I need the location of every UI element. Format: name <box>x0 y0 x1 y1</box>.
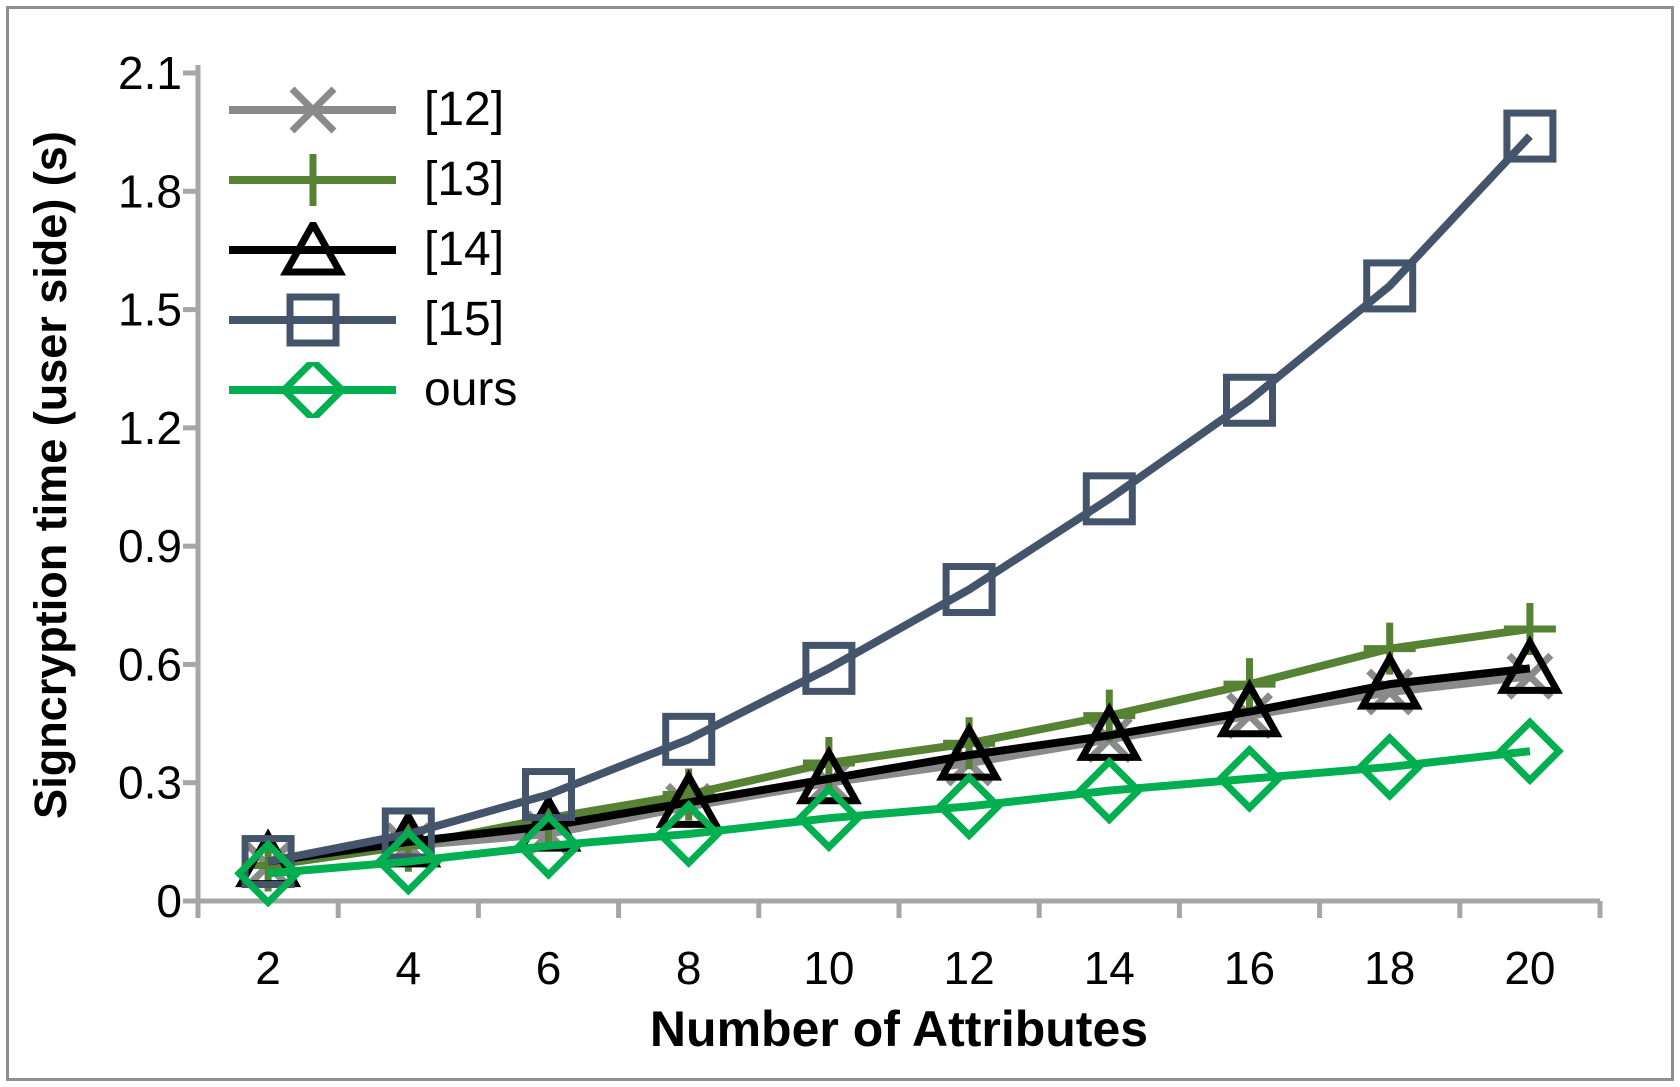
marker-x <box>289 86 337 134</box>
y-tick-label: 0.3 <box>118 757 182 809</box>
x-tick-label: 20 <box>1504 942 1555 994</box>
marker-diamond <box>1495 717 1564 786</box>
y-tick-label: 0.6 <box>118 638 182 690</box>
x-tick-label: 10 <box>803 942 854 994</box>
legend-swatch-diamond <box>229 362 396 418</box>
marker-diamond <box>1355 732 1424 801</box>
legend-item-13: [13] <box>225 152 517 208</box>
legend-swatch-triangle <box>229 222 396 276</box>
marker-diamond <box>1075 756 1144 825</box>
marker-square <box>662 712 716 766</box>
legend-item-14: [14] <box>225 222 517 278</box>
marker-triangle <box>795 745 862 805</box>
legend-label: [13] <box>424 153 505 206</box>
marker-triangle <box>1216 678 1283 738</box>
legend-swatch-x <box>229 86 396 134</box>
marker-square <box>286 293 340 347</box>
legend: [12] [13] [14] [15] ours <box>225 82 517 418</box>
marker-square <box>942 563 996 617</box>
line <box>289 86 337 134</box>
y-tick-label: 1.2 <box>118 402 182 454</box>
series-14 <box>235 635 1563 888</box>
x-tick-label: 14 <box>1084 942 1135 994</box>
marker-plus <box>287 154 339 206</box>
legend-label: [12] <box>424 83 505 136</box>
marker-diamond <box>935 772 1004 841</box>
x-tick-label: 18 <box>1364 942 1415 994</box>
x-tick-label: 6 <box>536 942 562 994</box>
x-tick-label: 12 <box>944 942 995 994</box>
series-line <box>267 747 1531 878</box>
marker-triangle <box>655 769 722 828</box>
x-tick-label: 16 <box>1224 942 1275 994</box>
legend-swatch-square <box>229 293 396 347</box>
marker-square <box>1363 259 1417 313</box>
x-tick-label: 8 <box>676 942 702 994</box>
legend-label: ours <box>424 363 518 416</box>
legend-item-12: [12] <box>225 82 517 138</box>
marker-diamond <box>234 839 303 908</box>
series-line <box>267 672 1531 870</box>
y-tick-label: 1.8 <box>118 165 182 217</box>
legend-label: [15] <box>424 293 505 346</box>
marker-square <box>1503 109 1557 163</box>
y-tick-label: 0.9 <box>118 520 182 572</box>
marker-square <box>1223 373 1276 427</box>
series-15 <box>241 109 1557 889</box>
marker-square <box>1082 472 1136 526</box>
y-tick-label: 0 <box>156 875 182 927</box>
series-line <box>267 664 1531 866</box>
marker-diamond <box>1215 744 1284 813</box>
legend-item-ours: ours <box>225 362 517 418</box>
y-tick-label: 1.5 <box>118 284 182 336</box>
marker-diamond <box>794 784 863 853</box>
marker-diamond <box>279 362 347 418</box>
marker-triangle <box>280 222 346 276</box>
marker-diamond <box>654 800 723 868</box>
series-line <box>267 133 1533 866</box>
x-tick-label: 2 <box>255 942 281 994</box>
marker-diamond <box>514 811 583 880</box>
legend-item-15: [15] <box>225 292 517 348</box>
marker-square <box>241 835 295 889</box>
x-tick-label: 4 <box>396 942 422 994</box>
y-tick-label: 2.1 <box>118 47 182 99</box>
marker-square <box>381 807 435 861</box>
series-line <box>267 624 1531 870</box>
marker-diamond <box>374 827 443 896</box>
marker-plus <box>1363 622 1416 675</box>
x-axis-title: Number of Attributes <box>650 1001 1148 1057</box>
series-13 <box>242 602 1556 892</box>
marker-triangle <box>1496 635 1563 694</box>
marker-square <box>802 641 856 695</box>
series-ours <box>234 717 1564 908</box>
axes: 0 0.3 0.6 0.9 1.2 1.5 1.8 2.1 2 4 6 8 10 12 14 16 18 20 <box>118 47 1603 994</box>
series-layer <box>234 109 1564 908</box>
legend-swatch-plus <box>229 154 396 206</box>
y-axis-title: Signcryption time (user side) (s) <box>25 131 76 819</box>
legend-label: [14] <box>424 223 505 276</box>
marker-triangle <box>1356 651 1423 710</box>
